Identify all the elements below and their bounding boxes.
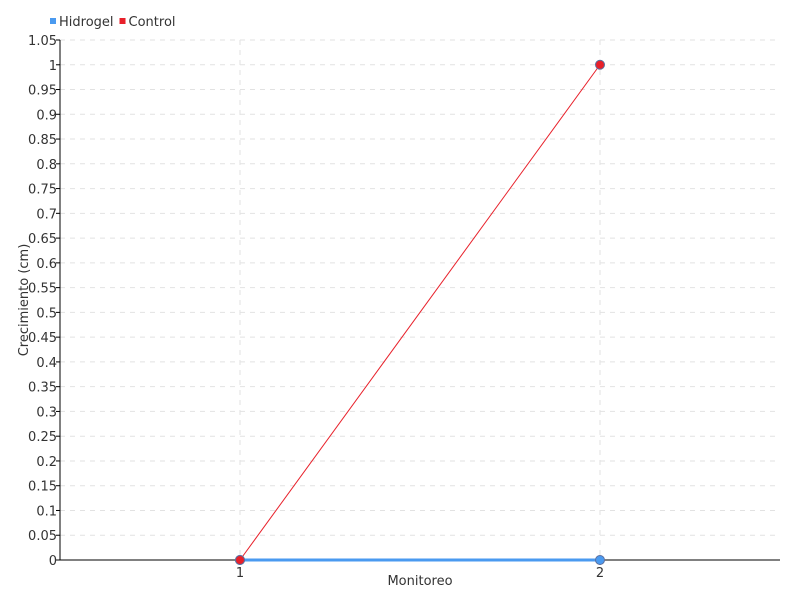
y-tick-label: 0.1	[36, 504, 57, 519]
x-tick-label: 1	[236, 566, 244, 581]
y-tick-label: 0.9	[36, 108, 57, 123]
data-point-control	[595, 59, 605, 70]
y-tick-label: 0.6	[36, 257, 57, 272]
y-axis-label: Crecimiento (cm)	[17, 244, 32, 357]
y-tick-label: 0.2	[36, 455, 57, 470]
series-line-control	[239, 64, 601, 561]
legend-label-control: Control	[129, 15, 176, 30]
y-tick-label: 0.4	[36, 356, 57, 371]
y-tick-label: 0.05	[28, 529, 57, 544]
y-tick-label: 0.8	[36, 158, 57, 173]
y-tick-label: 1	[49, 59, 57, 74]
x-tick-label: 2	[596, 566, 604, 581]
data-point-control	[235, 555, 245, 565]
y-tick-label: 0.75	[28, 183, 57, 198]
y-tick-label: 0.15	[28, 480, 57, 495]
data-point-hidrogel	[595, 555, 605, 565]
y-tick-label: 0.35	[28, 381, 57, 396]
y-tick-label: 0	[49, 554, 57, 569]
y-tick-label: 0.7	[36, 207, 57, 222]
y-tick-label: 0.3	[36, 405, 57, 420]
y-tick-label: 0.55	[28, 282, 57, 297]
legend-label-hidrogel: Hidrogel	[59, 15, 114, 30]
legend-swatch-control	[119, 18, 126, 24]
y-tick-label: 1.05	[28, 34, 57, 49]
y-tick-label: 0.25	[28, 430, 57, 445]
y-tick-label: 0.65	[28, 232, 57, 247]
x-axis-label: Monitoreo	[387, 574, 452, 589]
legend-swatch-hidrogel	[50, 18, 56, 24]
y-tick-label: 0.95	[28, 84, 57, 99]
y-tick-label: 0.85	[28, 133, 57, 148]
y-tick-label: 0.45	[28, 331, 57, 346]
y-tick-label: 0.5	[36, 306, 57, 321]
